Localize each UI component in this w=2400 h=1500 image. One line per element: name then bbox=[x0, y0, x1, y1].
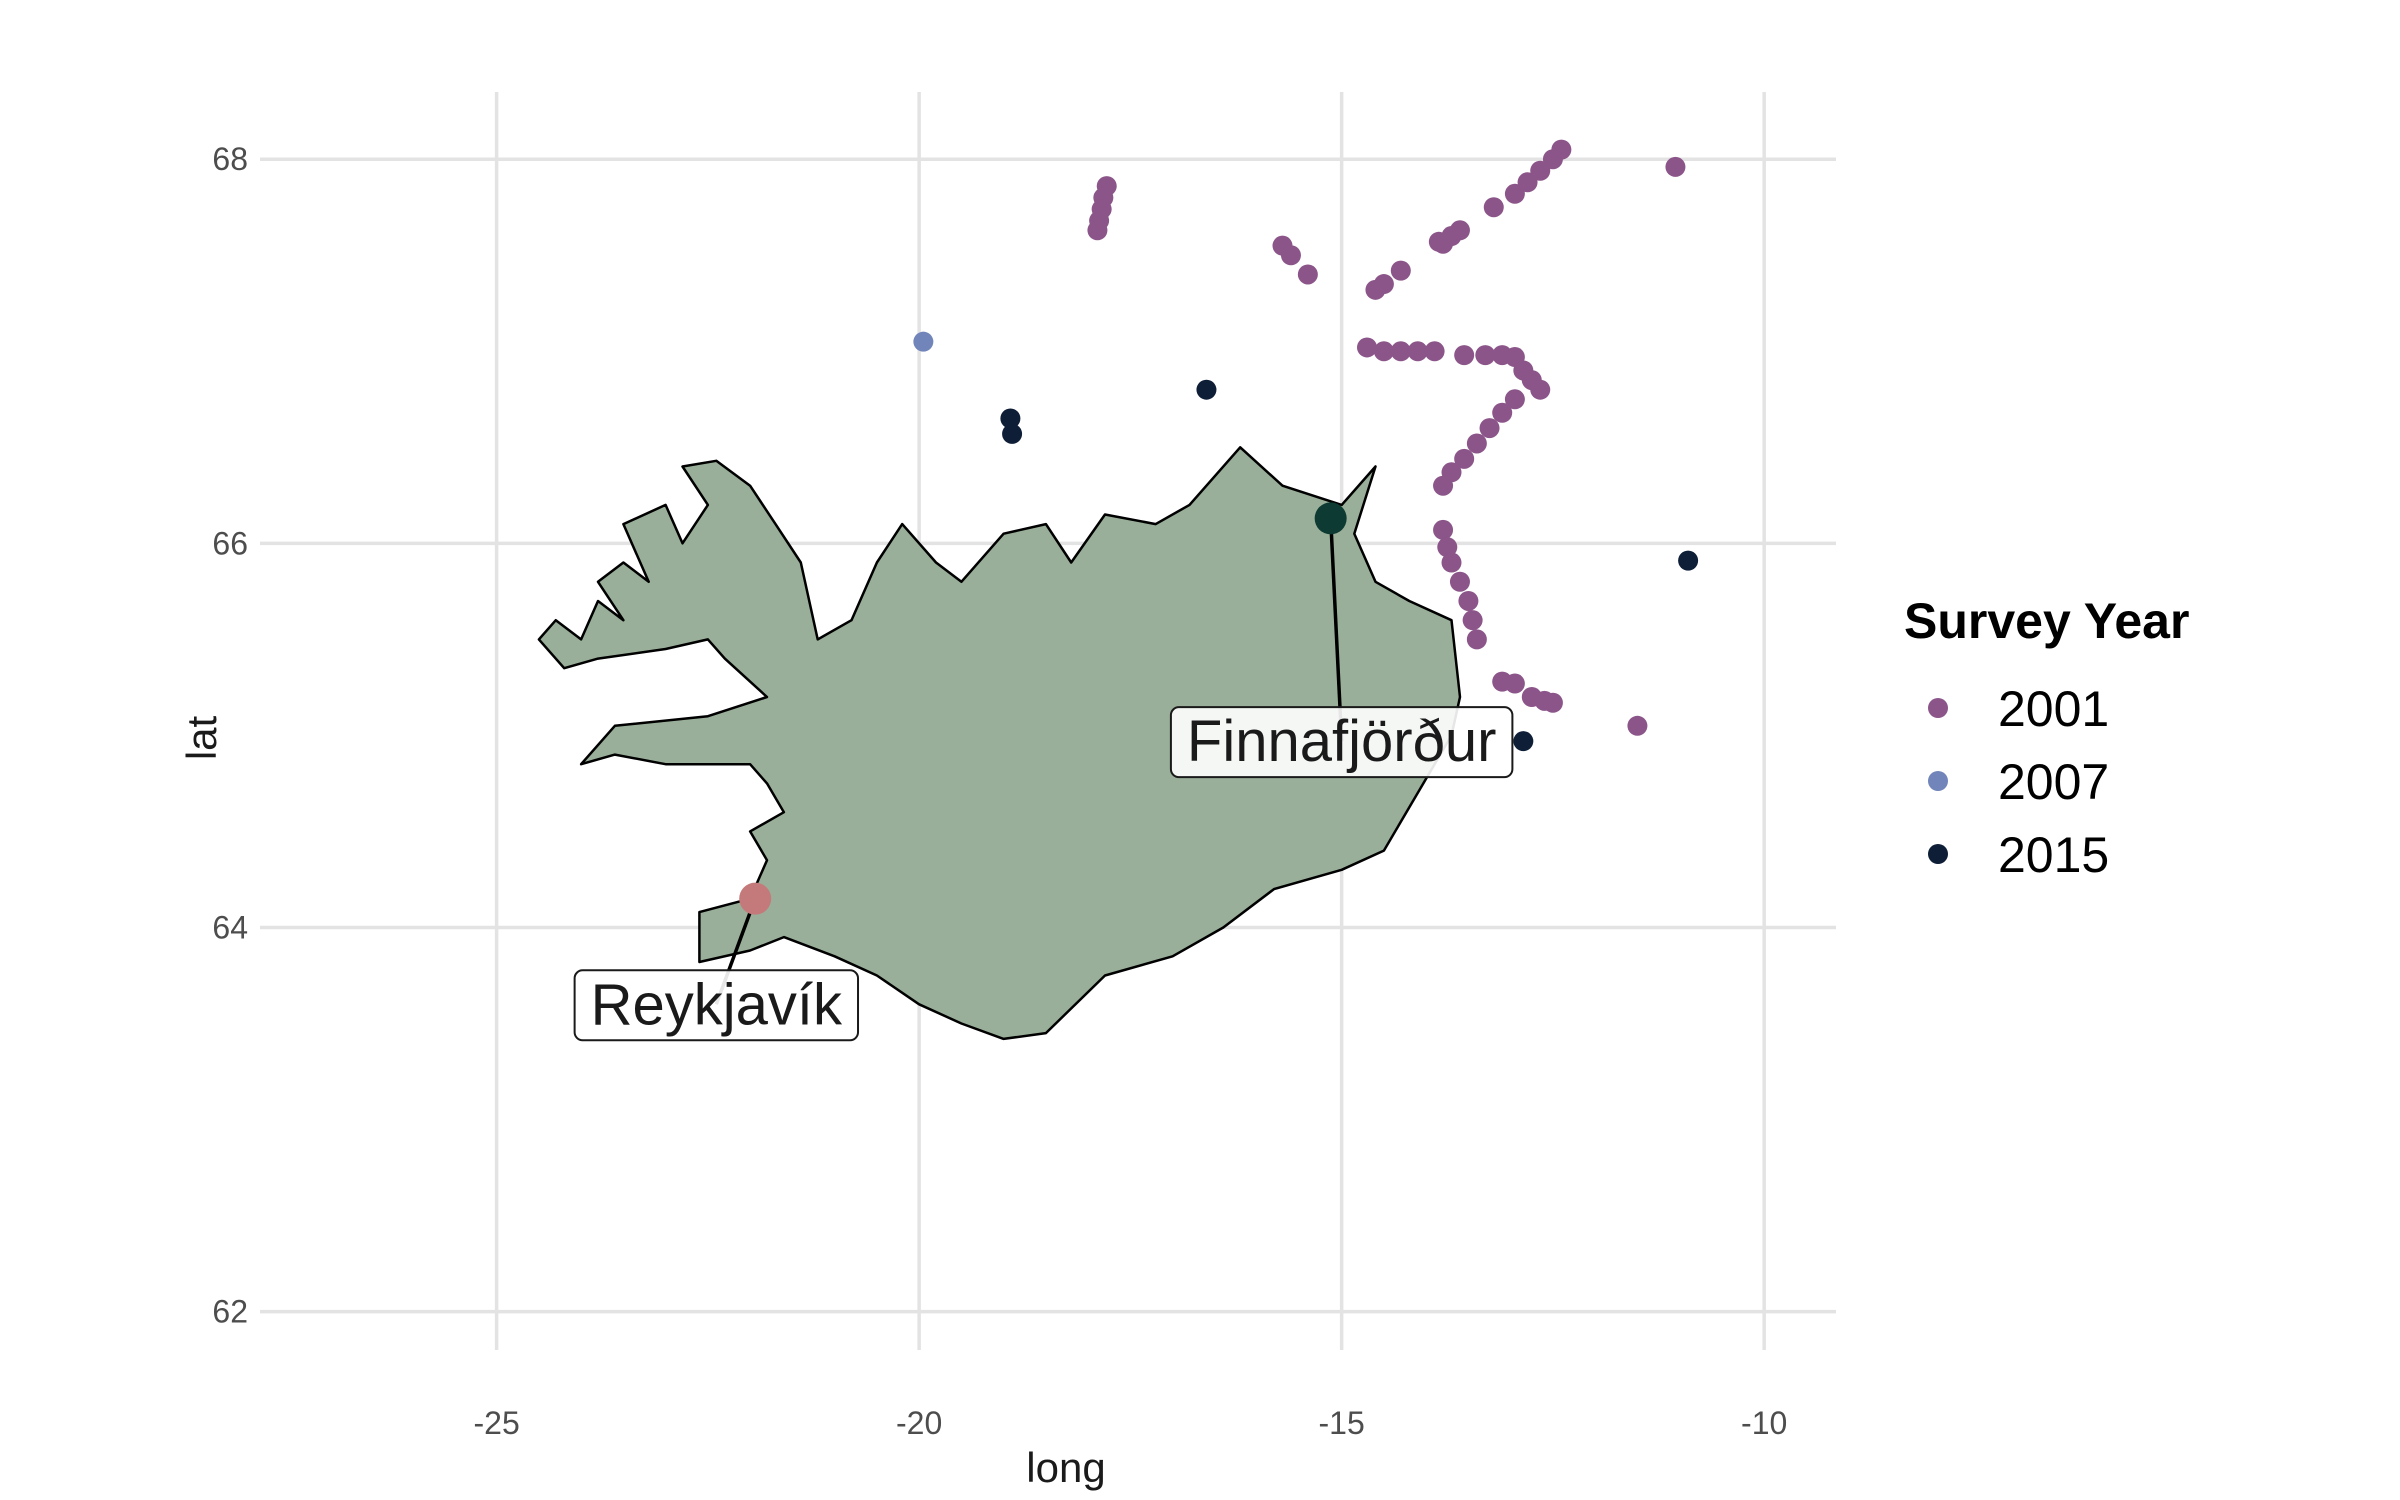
survey-point-2001 bbox=[1475, 345, 1496, 366]
survey-point-2001 bbox=[1390, 260, 1411, 281]
legend-key-2001 bbox=[1928, 698, 1948, 718]
survey-points bbox=[913, 139, 1699, 752]
survey-point-2001 bbox=[1530, 160, 1551, 181]
survey-point-2001 bbox=[1492, 402, 1513, 423]
survey-point-2001 bbox=[1407, 341, 1428, 362]
survey-point-2001 bbox=[1437, 537, 1458, 558]
survey-point-2001 bbox=[1483, 197, 1504, 218]
survey-point-2001 bbox=[1504, 183, 1525, 204]
legend-items: 2001 2007 2015 bbox=[1928, 681, 2109, 883]
x-tick-label: -20 bbox=[896, 1405, 942, 1441]
survey-point-2007 bbox=[913, 331, 934, 352]
survey-point-2015 bbox=[1000, 408, 1021, 429]
survey-point-2001 bbox=[1665, 156, 1686, 177]
survey-point-2001 bbox=[1479, 418, 1500, 439]
survey-point-2001 bbox=[1087, 220, 1108, 241]
survey-point-2015 bbox=[1678, 550, 1699, 571]
survey-point-2001 bbox=[1390, 341, 1411, 362]
survey-point-2001 bbox=[1517, 172, 1538, 193]
survey-point-2015 bbox=[1196, 379, 1217, 400]
x-tick-label: -15 bbox=[1319, 1405, 1365, 1441]
survey-point-2001 bbox=[1466, 433, 1487, 454]
y-tick-label: 64 bbox=[212, 909, 248, 945]
survey-point-2001 bbox=[1373, 274, 1394, 295]
survey-point-2001 bbox=[1551, 139, 1572, 160]
survey-point-2001 bbox=[1466, 629, 1487, 650]
place-label-text: Finnafjörður bbox=[1187, 709, 1496, 774]
x-tick-labels: -25 -20 -15 -10 bbox=[473, 1405, 1787, 1441]
survey-point-2001 bbox=[1441, 552, 1462, 573]
survey-point-2001 bbox=[1373, 341, 1394, 362]
survey-point-2001 bbox=[1458, 590, 1479, 611]
survey-point-2001 bbox=[1449, 571, 1470, 592]
legend-key-2007 bbox=[1928, 771, 1948, 791]
survey-point-2001 bbox=[1433, 475, 1454, 496]
legend-label-2015: 2015 bbox=[1998, 827, 2109, 883]
survey-point-2001 bbox=[1530, 379, 1551, 400]
x-tick-label: -10 bbox=[1741, 1405, 1787, 1441]
survey-point-2001 bbox=[1297, 264, 1318, 285]
place-label-box bbox=[573, 969, 860, 1042]
survey-point-2001 bbox=[1504, 389, 1525, 410]
legend-label-2007: 2007 bbox=[1998, 754, 2109, 810]
legend: Survey Year 2001 2007 2015 bbox=[1904, 593, 2189, 883]
place-label: Finnafjörður bbox=[1169, 706, 1514, 779]
x-axis-title: long bbox=[1026, 1444, 1105, 1491]
survey-point-2001 bbox=[1454, 345, 1475, 366]
survey-point-2001 bbox=[1280, 245, 1301, 266]
survey-point-2001 bbox=[1357, 337, 1378, 358]
legend-title: Survey Year bbox=[1904, 593, 2189, 649]
survey-point-2001 bbox=[1454, 448, 1475, 469]
survey-point-2015 bbox=[1513, 731, 1534, 752]
x-tick-label: -25 bbox=[473, 1405, 519, 1441]
survey-point-2001 bbox=[1433, 519, 1454, 540]
y-tick-label: 66 bbox=[212, 525, 248, 561]
y-tick-label: 62 bbox=[212, 1294, 248, 1330]
survey-point-2001 bbox=[1542, 692, 1563, 713]
place-leader-line bbox=[1328, 518, 1344, 742]
survey-point-2001 bbox=[1627, 715, 1648, 736]
y-tick-labels: 62 64 66 68 bbox=[212, 141, 248, 1329]
survey-point-2001 bbox=[1462, 610, 1483, 631]
survey-point-2001 bbox=[1424, 341, 1445, 362]
place-label-box bbox=[1169, 706, 1514, 779]
y-tick-label: 68 bbox=[212, 141, 248, 177]
place-markers: Reykjavík Finnafjörður bbox=[573, 502, 1514, 1042]
legend-label-2001: 2001 bbox=[1998, 681, 2109, 737]
legend-key-2015 bbox=[1928, 844, 1948, 864]
place-label-text: Reykjavík bbox=[591, 972, 843, 1037]
place-label: Reykjavík bbox=[573, 969, 860, 1042]
survey-point-2001 bbox=[1504, 673, 1525, 694]
survey-point-2015 bbox=[1002, 423, 1023, 444]
place-marker bbox=[739, 882, 772, 915]
y-axis-title: lat bbox=[178, 715, 225, 760]
survey-point-2001 bbox=[1449, 220, 1470, 241]
place-marker bbox=[1314, 502, 1347, 535]
